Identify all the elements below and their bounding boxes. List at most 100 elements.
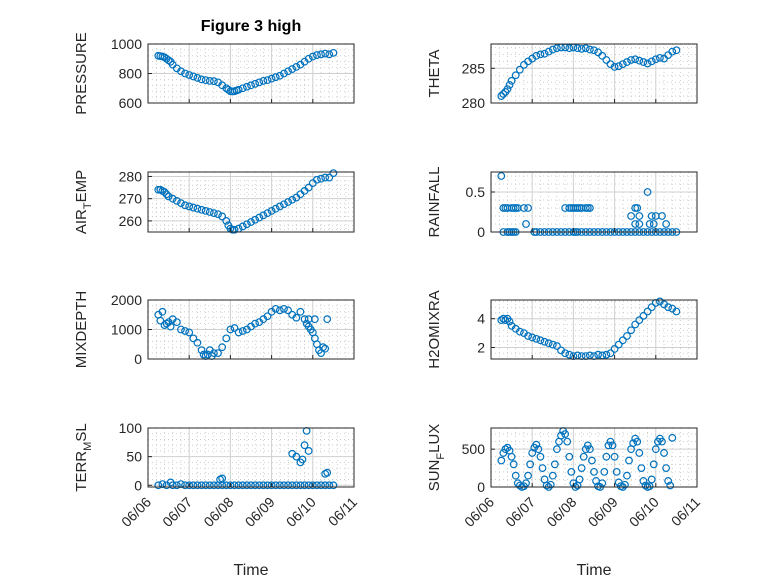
data-point xyxy=(614,62,623,71)
data-point xyxy=(242,82,251,91)
data-point xyxy=(230,481,239,490)
data-point xyxy=(300,315,309,324)
y-tick-label: 0 xyxy=(134,351,142,367)
data-point xyxy=(308,481,317,490)
data-point xyxy=(538,464,547,472)
data-point xyxy=(226,325,235,334)
data-point xyxy=(668,433,677,442)
data-point xyxy=(662,220,670,228)
data-point xyxy=(288,481,297,490)
data-point xyxy=(612,467,621,476)
data-point xyxy=(651,55,660,64)
data-point xyxy=(189,72,198,81)
x-tick-label: 06/11 xyxy=(668,494,704,530)
data-point xyxy=(197,346,206,355)
data-point xyxy=(577,464,586,472)
data-point xyxy=(649,460,658,469)
data-point xyxy=(251,319,260,328)
data-point xyxy=(625,456,633,465)
data-point xyxy=(313,481,321,490)
data-point xyxy=(585,45,594,54)
data-point xyxy=(251,481,260,490)
data-point xyxy=(284,306,292,315)
axes-frame xyxy=(490,427,698,488)
data-point xyxy=(156,316,165,325)
data-point xyxy=(645,482,654,491)
data-point xyxy=(325,481,334,490)
data-point xyxy=(590,467,598,476)
data-point xyxy=(214,349,222,358)
data-point xyxy=(606,349,615,358)
data-point xyxy=(583,441,592,450)
plot-area xyxy=(148,428,354,487)
data-point xyxy=(497,92,506,100)
data-point xyxy=(323,315,332,324)
data-point xyxy=(532,440,541,449)
y-tick-label: 280 xyxy=(462,95,486,111)
data-point xyxy=(565,350,574,359)
data-point xyxy=(280,304,288,313)
data-point xyxy=(550,460,559,469)
data-point xyxy=(639,311,648,320)
data-point xyxy=(242,481,251,490)
y-tick-label: 4 xyxy=(477,311,485,327)
data-point xyxy=(664,303,673,312)
data-point xyxy=(267,481,276,490)
y-tick-label: 260 xyxy=(119,213,143,229)
data-point xyxy=(181,481,189,490)
data-point xyxy=(199,350,208,359)
data-point xyxy=(234,481,243,490)
data-point xyxy=(321,173,330,182)
axes-frame xyxy=(490,299,698,360)
data-point xyxy=(563,437,572,446)
data-point xyxy=(234,328,243,337)
data-point xyxy=(505,317,514,326)
axes-frame xyxy=(147,43,355,104)
data-point xyxy=(158,307,167,316)
data-point xyxy=(565,452,574,461)
data-point xyxy=(197,75,206,84)
data-point xyxy=(660,449,668,457)
axes-frame xyxy=(147,171,355,233)
data-point xyxy=(164,192,173,201)
data-point xyxy=(507,76,516,85)
y-axis-label: RAINFALL xyxy=(426,167,443,238)
data-point xyxy=(561,430,570,438)
data-point xyxy=(647,475,656,484)
data-point xyxy=(193,481,202,490)
data-point xyxy=(238,222,247,231)
data-point xyxy=(271,304,280,313)
data-point xyxy=(553,445,561,454)
data-point xyxy=(205,76,214,85)
data-point xyxy=(267,206,276,215)
y-tick-label: 285 xyxy=(462,60,486,76)
data-point xyxy=(658,212,666,220)
data-point xyxy=(242,220,251,229)
data-point xyxy=(635,316,644,325)
data-point xyxy=(614,340,623,349)
subplot-rainfall: 0 0.5 RAINFALL xyxy=(426,167,698,240)
data-point xyxy=(271,204,280,213)
data-point xyxy=(534,445,543,454)
data-point xyxy=(585,204,594,212)
data-point xyxy=(522,220,530,228)
data-point xyxy=(189,203,198,212)
data-point xyxy=(288,195,297,204)
data-point xyxy=(298,455,307,464)
data-point xyxy=(172,481,181,490)
data-point xyxy=(577,44,586,53)
data-point xyxy=(304,447,313,455)
data-point xyxy=(588,456,596,465)
data-point xyxy=(567,467,576,476)
data-point xyxy=(181,201,189,210)
x-tick-label: 06/06 xyxy=(461,494,497,530)
x-axis-label-right: Time xyxy=(577,562,612,579)
data-point xyxy=(643,307,652,316)
x-tick-label: 06/10 xyxy=(626,494,662,530)
data-point xyxy=(181,69,189,78)
data-point xyxy=(263,481,272,490)
data-point xyxy=(602,56,611,64)
data-point xyxy=(218,474,227,483)
data-point xyxy=(544,47,553,56)
y-tick-label: 1000 xyxy=(111,36,142,52)
